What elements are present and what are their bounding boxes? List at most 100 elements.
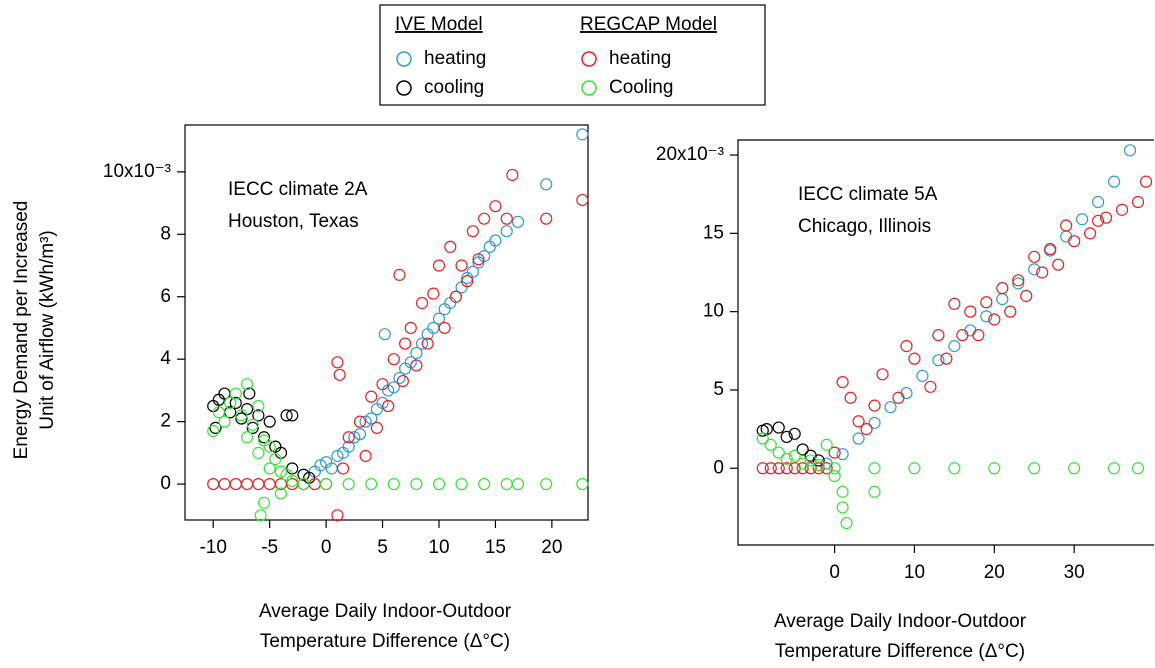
point: [376, 396, 389, 410]
point: [506, 168, 519, 182]
point: [796, 457, 809, 470]
point: [1044, 242, 1057, 256]
point: [207, 399, 220, 413]
point: [286, 474, 299, 488]
point: [540, 178, 553, 191]
point: [257, 431, 271, 444]
x-axis-label: Temperature Difference (Δ°C): [260, 631, 510, 652]
point: [840, 516, 853, 530]
point: [1012, 274, 1025, 287]
point: [500, 212, 513, 225]
point: [308, 477, 321, 491]
point: [359, 449, 372, 463]
legend-label: heating: [424, 48, 486, 69]
point: [274, 465, 288, 478]
point: [404, 321, 417, 335]
y-tick-label: 20x10⁻³: [656, 144, 724, 165]
point: [314, 459, 327, 472]
point: [964, 305, 977, 318]
point: [229, 396, 242, 410]
point: [427, 287, 440, 300]
y-axis-label: Unit of Airflow (kWh/m³): [37, 230, 58, 430]
point: [432, 312, 446, 325]
x-tick-label: -5: [261, 537, 278, 558]
point: [224, 396, 237, 410]
point: [342, 431, 355, 444]
legend-marker: [396, 80, 412, 96]
point: [455, 477, 468, 491]
annotation: Chicago, Illinois: [798, 216, 931, 237]
point: [393, 371, 406, 385]
point: [996, 282, 1009, 295]
legend-label: Cooling: [609, 77, 673, 98]
point: [455, 259, 468, 272]
x-axis-label: Average Daily Indoor-Outdoor: [259, 601, 512, 622]
y-tick-label: 0: [160, 473, 171, 494]
point: [415, 337, 429, 350]
x-tick-label: 10: [904, 562, 925, 583]
point: [836, 448, 849, 461]
plot-frame: [184, 124, 589, 521]
point: [868, 416, 881, 429]
point: [988, 462, 1001, 475]
point: [399, 337, 412, 350]
point: [274, 487, 288, 500]
point: [900, 340, 913, 353]
point: [415, 296, 429, 310]
point: [764, 462, 777, 475]
point: [466, 265, 479, 278]
point: [1060, 230, 1073, 243]
point: [868, 462, 881, 475]
y-axis-label: Energy Demand per Increased: [11, 201, 32, 460]
point: [860, 423, 873, 436]
point: [489, 234, 502, 247]
point: [257, 496, 271, 509]
point: [331, 356, 344, 369]
point: [478, 477, 491, 491]
point: [297, 468, 310, 481]
point: [478, 250, 491, 263]
point: [432, 477, 446, 491]
point: [1139, 175, 1153, 188]
point: [461, 275, 474, 288]
point: [1052, 258, 1065, 271]
legend-label: cooling: [424, 77, 484, 98]
point: [932, 354, 945, 367]
point: [396, 374, 409, 388]
point: [376, 378, 389, 391]
point: [1107, 175, 1121, 188]
point: [1084, 227, 1097, 240]
point: [370, 403, 384, 416]
point: [764, 438, 777, 451]
point: [948, 297, 961, 310]
point: [444, 296, 457, 310]
point: [1123, 144, 1137, 157]
point: [449, 290, 463, 303]
point: [229, 387, 242, 400]
point: [243, 387, 256, 400]
point: [320, 477, 333, 491]
point: [240, 477, 254, 491]
point: [980, 296, 993, 309]
point: [908, 352, 921, 365]
point: [387, 477, 400, 491]
point: [252, 409, 265, 422]
point: [438, 321, 451, 335]
point: [884, 401, 897, 414]
legend-label: heating: [609, 48, 671, 69]
point: [370, 421, 384, 434]
point: [404, 356, 417, 369]
point: [1107, 462, 1121, 475]
point: [1092, 195, 1105, 209]
point: [812, 462, 825, 475]
point: [1068, 462, 1081, 475]
point: [892, 391, 905, 404]
point: [828, 462, 841, 475]
point: [235, 409, 248, 422]
annotation: IECC climate 5A: [798, 184, 938, 205]
point: [1099, 211, 1113, 224]
point: [1131, 195, 1145, 209]
point: [348, 431, 361, 444]
point: [948, 340, 961, 353]
